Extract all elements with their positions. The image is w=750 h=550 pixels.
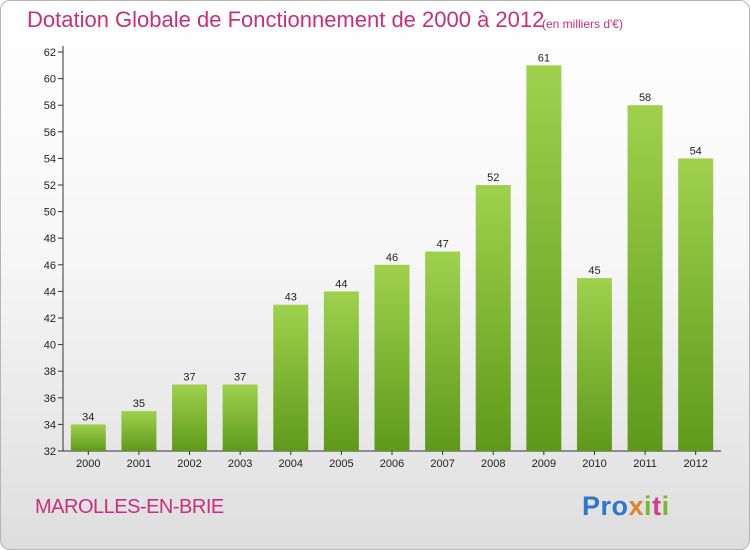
proxiti-logo: Proxiti	[582, 491, 670, 522]
logo-part-x: x	[628, 491, 645, 521]
bar	[273, 304, 309, 451]
bar	[374, 264, 410, 451]
bar-value-label: 45	[588, 265, 600, 277]
logo-part-i: i	[644, 491, 653, 521]
logo-part-pro: Pro	[582, 491, 629, 521]
bar	[475, 185, 511, 451]
chart-title: Dotation Globale de Fonctionnement de 20…	[27, 7, 545, 32]
x-tick-label: 2011	[633, 458, 657, 470]
y-tick-label: 40	[44, 340, 56, 352]
x-tick-label: 2004	[279, 458, 303, 470]
x-tick-label: 2009	[532, 458, 556, 470]
bar-value-label: 54	[690, 145, 702, 157]
x-tick-label: 2007	[430, 458, 454, 470]
bar-value-label: 46	[386, 252, 398, 264]
y-tick-label: 36	[44, 393, 56, 405]
x-tick-label: 2010	[582, 458, 606, 470]
y-tick-label: 62	[44, 47, 56, 59]
x-tick-label: 2006	[380, 458, 404, 470]
bar	[678, 158, 714, 451]
bar	[576, 278, 612, 451]
x-tick-label: 2005	[329, 458, 353, 470]
y-tick-label: 46	[44, 260, 56, 272]
bar-value-label: 47	[436, 239, 448, 251]
x-tick-label: 2008	[481, 458, 505, 470]
y-tick-label: 44	[44, 286, 56, 298]
bar-value-label: 37	[234, 372, 246, 384]
bar-value-label: 52	[487, 172, 499, 184]
bar-value-label: 61	[538, 52, 550, 64]
y-tick-label: 42	[44, 313, 56, 325]
logo-part-i2: i	[661, 491, 670, 521]
logo-part-t: t	[652, 491, 662, 521]
bar	[323, 291, 359, 451]
y-tick-label: 54	[44, 153, 56, 165]
chart-subtitle: (en milliers d'€)	[542, 17, 623, 31]
y-tick-label: 56	[44, 127, 56, 139]
bar	[70, 424, 106, 451]
bar	[526, 65, 562, 452]
bar	[627, 105, 663, 451]
y-tick-label: 58	[44, 100, 56, 112]
x-tick-label: 2000	[76, 458, 100, 470]
y-tick-label: 50	[44, 207, 56, 219]
bar-value-label: 58	[639, 92, 651, 104]
y-tick-label: 38	[44, 366, 56, 378]
y-tick-label: 60	[44, 74, 56, 86]
x-tick-label: 2012	[683, 458, 707, 470]
bar-value-label: 43	[285, 292, 297, 304]
bar	[425, 251, 461, 451]
commune-name: MAROLLES-EN-BRIE	[35, 496, 224, 518]
x-tick-label: 2001	[127, 458, 151, 470]
bar	[172, 384, 208, 451]
bar	[121, 411, 157, 451]
bar-value-label: 37	[183, 372, 195, 384]
bar-value-label: 34	[82, 411, 94, 423]
y-tick-label: 52	[44, 180, 56, 192]
x-tick-label: 2003	[228, 458, 252, 470]
bar-value-label: 35	[133, 398, 145, 410]
bar-value-label: 44	[335, 278, 347, 290]
x-tick-label: 2002	[177, 458, 201, 470]
y-tick-label: 48	[44, 233, 56, 245]
bar	[222, 384, 258, 451]
y-tick-label: 32	[44, 446, 56, 458]
y-tick-label: 34	[44, 419, 56, 431]
